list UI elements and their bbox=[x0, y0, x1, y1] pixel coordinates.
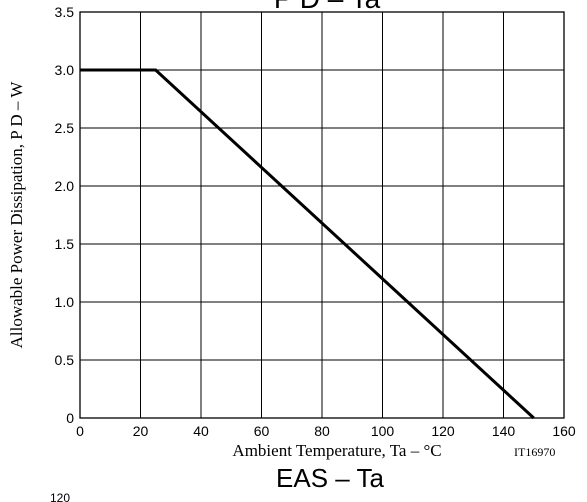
y-tick-labels: 0 0.5 1.0 1.5 2.0 2.5 3.0 3.5 bbox=[55, 4, 75, 426]
x-tick-label: 0 bbox=[76, 423, 84, 439]
x-tick-label: 60 bbox=[254, 423, 270, 439]
figure-id: IT16970 bbox=[514, 445, 555, 459]
x-axis-label: Ambient Temperature, Ta – °C bbox=[232, 441, 441, 460]
y-tick-label: 3.5 bbox=[55, 4, 75, 20]
x-tick-label: 140 bbox=[492, 423, 516, 439]
x-tick-labels: 0 20 40 60 80 100 120 140 160 bbox=[76, 423, 576, 439]
y-tick-label: 0.5 bbox=[55, 352, 75, 368]
next-chart-title: EAS – Ta bbox=[276, 463, 384, 493]
y-tick-label: 2.5 bbox=[55, 120, 75, 136]
y-tick-label: 3.0 bbox=[55, 62, 75, 78]
y-tick-label: 0 bbox=[66, 410, 74, 426]
series-line-0 bbox=[80, 68, 535, 420]
series-lines bbox=[80, 68, 535, 420]
x-tick-label: 20 bbox=[133, 423, 149, 439]
chart-title: P D – Ta bbox=[274, 0, 381, 14]
x-tick-label: 120 bbox=[431, 423, 455, 439]
x-tick-label: 80 bbox=[314, 423, 330, 439]
y-tick-label: 1.0 bbox=[55, 294, 75, 310]
next-chart-tick: 120 bbox=[50, 491, 70, 502]
y-tick-label: 2.0 bbox=[55, 178, 75, 194]
x-tick-label: 160 bbox=[552, 423, 576, 439]
x-tick-label: 40 bbox=[193, 423, 209, 439]
plot-frame bbox=[79, 11, 565, 419]
grid bbox=[79, 11, 565, 419]
y-tick-label: 1.5 bbox=[55, 236, 75, 252]
x-tick-label: 100 bbox=[371, 423, 395, 439]
y-axis-label: Allowable Power Dissipation, P D – W bbox=[7, 81, 26, 349]
